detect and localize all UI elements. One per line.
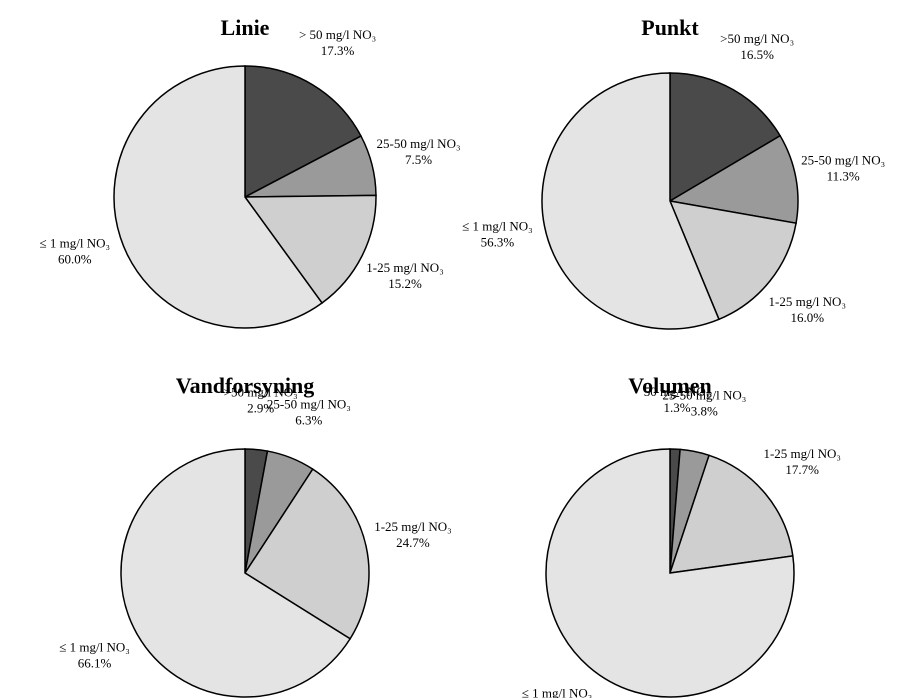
slice-label: ≤ 1 mg/l NO₃: [39, 235, 110, 250]
pie-slice: [669, 72, 782, 203]
slice-value: 15.2%: [388, 276, 422, 291]
slice-label: >50 mg/l NO₃: [224, 385, 298, 400]
slice-label: ≤ 1 mg/l NO₃: [462, 218, 533, 233]
slice-label: 25-50 mg/l NO₃: [267, 396, 351, 411]
slice-label: ≤ 1 mg/l NO₃: [522, 686, 593, 698]
pie-slice: [113, 65, 324, 329]
slice-label: ≤ 1 mg/l NO₃: [59, 639, 130, 654]
slice-value: 17.3%: [321, 43, 355, 58]
slice-value: 11.3%: [827, 168, 860, 183]
pie-slice: [243, 468, 370, 640]
slice-label: > 50 mg/l NO₃: [299, 27, 376, 42]
pie-slice: [667, 134, 799, 225]
pie-slice: [545, 448, 795, 698]
slice-value: 60.0%: [58, 251, 92, 266]
pie-slice: [243, 194, 377, 305]
slice-value: 2.9%: [247, 401, 274, 416]
slice-label: 25-50 mg/l NO₃: [662, 387, 746, 402]
slice-value: 24.7%: [396, 535, 430, 550]
slice-value: 17.7%: [785, 462, 819, 477]
slice-value: 7.5%: [405, 152, 432, 167]
chart-title: Volumen: [628, 373, 712, 398]
slice-label: 25-50 mg/l NO₃: [801, 152, 885, 167]
slice-label: 25-50 mg/l NO₃: [377, 136, 461, 151]
slice-value: 6.3%: [295, 412, 322, 427]
slice-label: 1-25 mg/l NO₃: [769, 294, 846, 309]
slice-label: 1-25 mg/l NO₃: [366, 260, 443, 275]
chart-title: Linie: [221, 15, 270, 40]
pie-slice: [668, 454, 794, 574]
slice-value: 56.3%: [481, 234, 515, 249]
slice-label: >50 mg/l NO₃: [720, 31, 794, 46]
slice-label: 50 mg/l NO₃: [644, 384, 711, 399]
chart-title: Vandforsyning: [176, 373, 315, 398]
slice-label: 1-25 mg/l NO₃: [374, 519, 451, 534]
pie-slice: [120, 448, 352, 698]
pie-slice: [244, 65, 362, 199]
pie-slice: [541, 72, 720, 330]
pie-slice: [668, 200, 797, 321]
slice-value: 1.3%: [663, 400, 690, 415]
chart-title: Punkt: [641, 15, 699, 40]
slice-value: 66.1%: [78, 655, 112, 670]
slice-label: 1-25 mg/l NO₃: [763, 446, 840, 461]
slice-value: 16.5%: [740, 47, 774, 62]
slice-value: 3.8%: [691, 403, 718, 418]
slice-value: 16.0%: [790, 310, 824, 325]
